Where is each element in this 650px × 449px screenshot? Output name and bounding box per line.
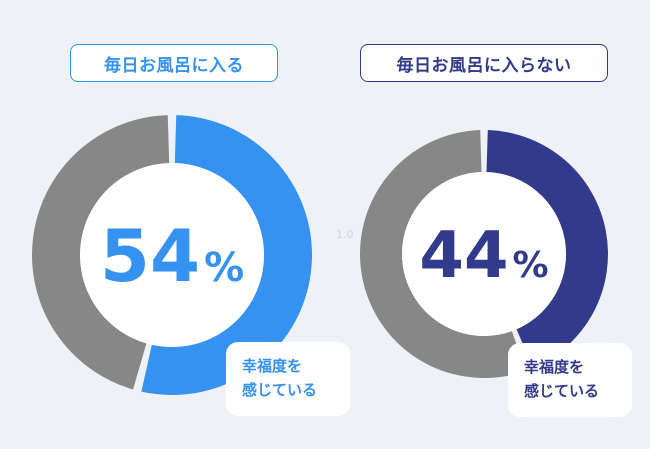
slice-other	[31, 115, 170, 390]
chart-title: 毎日お風呂に入る	[70, 44, 278, 82]
annotation-line: 幸福度を	[524, 358, 585, 376]
slice-happy	[141, 115, 312, 395]
donut-hole	[402, 172, 566, 336]
percentage-label: 54%	[100, 214, 244, 298]
slice-happy	[486, 130, 608, 368]
slice-other	[360, 130, 527, 378]
annotation-line: 感じている	[524, 382, 600, 400]
annotation-box: 幸福度を 感じている	[226, 342, 350, 416]
annotation-line: 感じている	[242, 381, 318, 399]
donut-chart: 44%	[360, 130, 608, 378]
annotation-box: 幸福度を 感じている	[508, 343, 632, 417]
stray-label: 1.0	[336, 228, 354, 241]
annotation-line: 幸福度を	[242, 357, 303, 375]
donut-chart: 54%	[31, 115, 312, 395]
chart-title: 毎日お風呂に入らない	[360, 44, 608, 82]
chart-panel-no-bath-daily: 毎日お風呂に入らない 44% 幸福度を 感じている	[330, 0, 650, 449]
chart-panel-bath-daily: 毎日お風呂に入る 54% 幸福度を 感じている	[31, 44, 350, 416]
donut-hole	[80, 163, 264, 347]
percentage-label: 44%	[419, 219, 548, 293]
